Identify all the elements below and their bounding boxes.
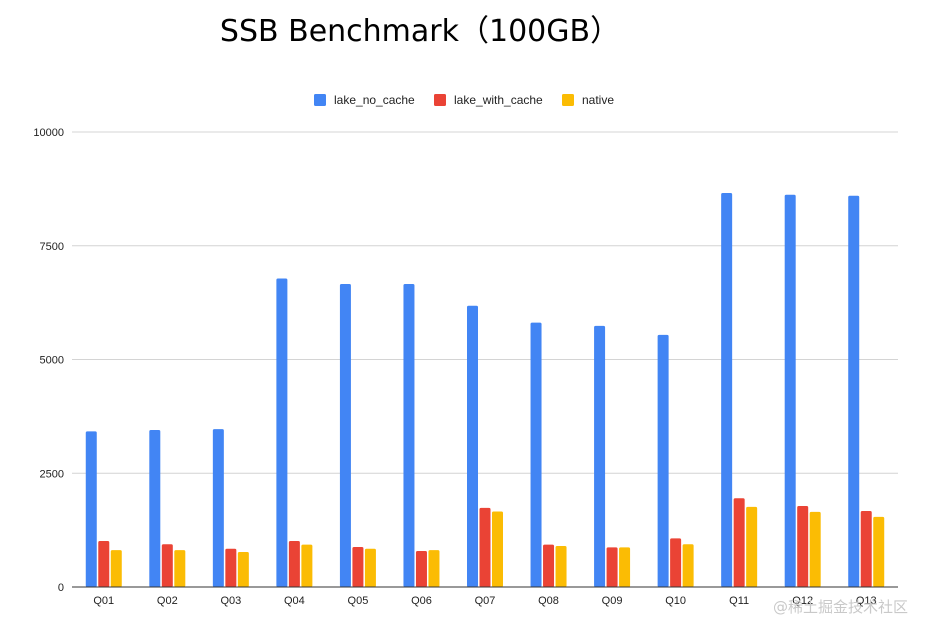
y-axis: 0 2500 5000 7500 10000: [33, 127, 64, 594]
bar-native-Q09: [619, 547, 631, 587]
bar-lake_with_cache-Q07: [479, 507, 491, 587]
bar-lake_no_cache-Q03: [212, 429, 224, 587]
x-tick-label: Q02: [157, 595, 178, 607]
bar-lake_no_cache-Q08: [530, 322, 542, 587]
legend-label-lake_with_cache: lake_with_cache: [454, 93, 543, 107]
bar-lake_no_cache-Q12: [784, 194, 796, 588]
bar-lake_with_cache-Q12: [797, 506, 809, 587]
x-tick-label: Q06: [411, 595, 432, 607]
x-tick-label: Q10: [665, 595, 686, 607]
watermark: @稀土掘金技术社区: [773, 598, 908, 616]
bar-native-Q10: [682, 544, 694, 587]
bar-lake_no_cache-Q05: [339, 283, 351, 587]
gridlines: [72, 131, 898, 474]
y-tick-label: 0: [58, 582, 64, 594]
x-tick-label: Q12: [792, 595, 813, 607]
x-tick-label: Q09: [602, 595, 623, 607]
bar-native-Q03: [237, 551, 249, 587]
bar-lake_no_cache-Q09: [594, 325, 606, 587]
bar-native-Q01: [110, 550, 122, 587]
x-tick-label: Q11: [729, 595, 749, 607]
y-tick-label: 7500: [40, 241, 64, 253]
bar-lake_no_cache-Q02: [149, 430, 161, 587]
bar-lake_with_cache-Q05: [352, 546, 364, 587]
bar-native-Q06: [428, 550, 440, 587]
bar-native-Q12: [809, 511, 821, 587]
x-tick-label: Q04: [284, 595, 305, 607]
x-tick-label: Q08: [538, 595, 559, 607]
x-tick-label: Q03: [220, 595, 241, 607]
bar-native-Q11: [746, 506, 758, 587]
legend: lake_no_cache lake_with_cache native: [314, 93, 614, 107]
bar-lake_with_cache-Q10: [670, 538, 682, 587]
legend-swatch-lake_with_cache: [434, 94, 446, 106]
legend-swatch-lake_no_cache: [314, 94, 326, 106]
legend-swatch-native: [562, 94, 574, 106]
bar-lake_with_cache-Q06: [415, 551, 427, 587]
x-axis: Q01 Q02 Q03 Q04 Q05 Q06 Q07 Q08 Q09 Q10 Q11 Q12 Q13: [72, 586, 898, 607]
bar-lake_with_cache-Q08: [543, 544, 555, 587]
bar-lake_with_cache-Q09: [606, 547, 618, 587]
bar-native-Q08: [555, 546, 567, 587]
x-tick-label: Q13: [856, 595, 877, 607]
bar-lake_with_cache-Q04: [288, 541, 300, 587]
y-tick-label: 5000: [40, 355, 64, 367]
x-tick-label: Q07: [475, 595, 496, 607]
bar-lake_no_cache-Q01: [85, 431, 97, 587]
chart-title: SSB Benchmark（100GB）: [220, 14, 620, 49]
bar-lake_no_cache-Q13: [848, 195, 860, 587]
bar-lake_with_cache-Q11: [733, 498, 745, 587]
bar-native-Q07: [492, 511, 503, 587]
y-tick-label: 10000: [33, 127, 64, 139]
bar-native-Q02: [174, 550, 186, 587]
bar-lake_with_cache-Q13: [860, 511, 872, 587]
bar-lake_no_cache-Q07: [467, 305, 478, 587]
bar-lake_with_cache-Q02: [161, 544, 173, 587]
x-tick-label: Q01: [93, 595, 114, 607]
bar-native-Q04: [301, 544, 313, 587]
x-tick-label: Q05: [348, 595, 369, 607]
legend-label-lake_no_cache: lake_no_cache: [334, 93, 415, 107]
bar-lake_with_cache-Q03: [225, 548, 237, 587]
bar-lake_with_cache-Q01: [98, 541, 110, 587]
bar-lake_no_cache-Q06: [403, 283, 415, 587]
bar-lake_no_cache-Q10: [657, 334, 669, 587]
bar-native-Q05: [364, 548, 376, 587]
bar-native-Q13: [873, 516, 885, 587]
bar-lake_no_cache-Q11: [721, 192, 733, 587]
legend-label-native: native: [582, 93, 614, 107]
bars: [85, 192, 885, 588]
y-tick-label: 2500: [40, 468, 64, 480]
bar-lake_no_cache-Q04: [276, 278, 288, 587]
